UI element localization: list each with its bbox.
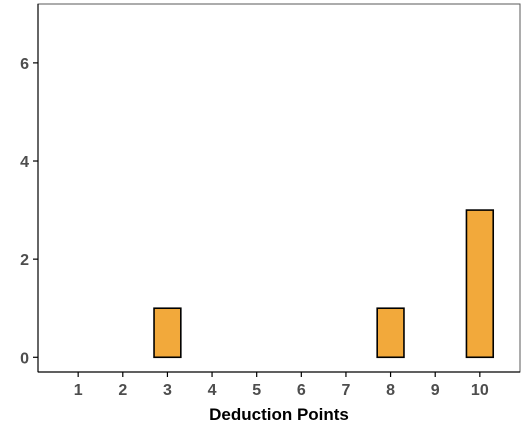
x-tick-label: 9 (431, 382, 440, 399)
bar-8 (376, 307, 405, 359)
x-tick-label: 4 (208, 382, 217, 399)
x-axis-ticks: 1 2 3 4 5 6 7 8 9 10 (74, 372, 489, 399)
y-tick-label: 2 (20, 252, 29, 269)
x-tick-label: 3 (163, 382, 172, 399)
x-tick-label: 10 (471, 382, 489, 399)
x-axis-label: Deduction Points (209, 405, 349, 424)
y-tick-label: 4 (20, 154, 29, 171)
bar-10 (465, 209, 495, 359)
y-axis-ticks: 0 2 4 6 (20, 56, 38, 367)
x-tick-label: 7 (341, 382, 350, 399)
bars (153, 209, 495, 359)
x-tick-label: 2 (118, 382, 127, 399)
plot-frame (37, 3, 521, 373)
axes (37, 4, 520, 373)
x-tick-label: 6 (297, 382, 306, 399)
x-tick-label: 8 (386, 382, 395, 399)
y-tick-label: 6 (20, 56, 29, 73)
bar-3 (153, 307, 182, 359)
y-tick-label: 0 (20, 350, 29, 367)
x-tick-label: 1 (74, 382, 83, 399)
x-tick-label: 5 (252, 382, 261, 399)
